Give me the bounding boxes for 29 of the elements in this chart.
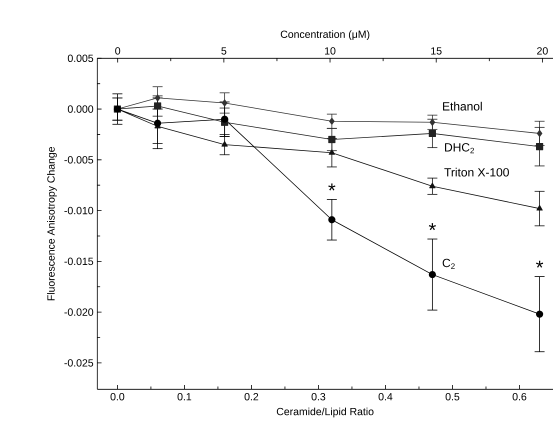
x-tick-label: 0.0 xyxy=(110,392,124,400)
x-tick-label: 0.2 xyxy=(244,392,258,400)
annotation: * xyxy=(328,184,336,191)
annotation: * xyxy=(428,223,436,230)
x-tick-label: 0.5 xyxy=(446,392,460,400)
y-tick-label: 0.005 xyxy=(68,54,94,62)
series-label: Ethanol xyxy=(443,102,482,111)
x2-tick-label: 15 xyxy=(431,47,442,55)
y-tick-label: -0.020 xyxy=(64,308,94,316)
series-label: DHC$_{2}$ xyxy=(445,143,474,154)
x2-tick-label: 20 xyxy=(537,47,548,55)
y-axis-title: Fluorescence Anisotropy Change xyxy=(47,146,57,300)
x2-tick-label: 10 xyxy=(325,47,336,55)
annotation: * xyxy=(536,260,544,268)
x-axis-title: Ceramide/Lipid Ratio xyxy=(276,408,374,418)
x-tick-label: 0.6 xyxy=(512,392,526,400)
x-tick-label: 0.1 xyxy=(178,392,192,400)
y-tick-label: -0.005 xyxy=(64,156,94,164)
x2-axis-title: Concentration (μM) xyxy=(280,30,370,40)
y-tick-label: 0.000 xyxy=(68,105,94,113)
y-tick-label: -0.025 xyxy=(64,359,94,367)
x-tick-label: 0.3 xyxy=(312,392,326,400)
x-tick-label: 0.4 xyxy=(378,392,392,400)
y-tick-label: -0.010 xyxy=(64,206,94,214)
y-tick-label: -0.015 xyxy=(64,258,94,266)
series-label: C$_{2}$ xyxy=(442,258,455,269)
x2-tick-label: 0 xyxy=(115,47,120,55)
x2-tick-label: 5 xyxy=(221,47,226,55)
series-label: Triton X-100 xyxy=(444,168,509,177)
